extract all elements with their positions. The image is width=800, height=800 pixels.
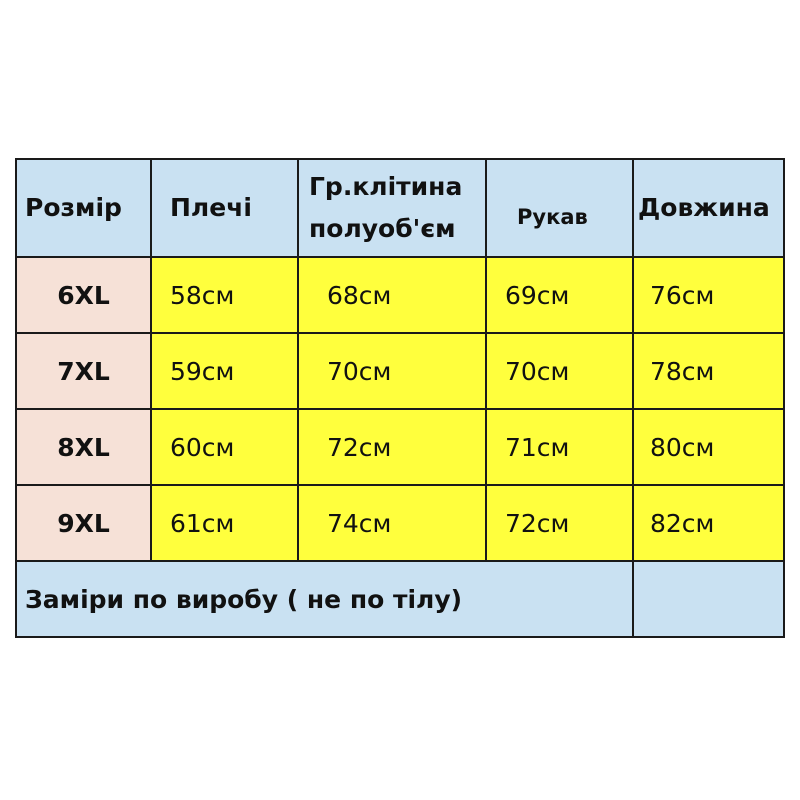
header-chest: Гр.клітина полуоб'єм xyxy=(299,160,487,258)
cell-sleeve: 71см xyxy=(487,410,634,486)
size-label: 7XL xyxy=(17,334,152,410)
size-label: 9XL xyxy=(17,486,152,562)
cell-shoulders: 58см xyxy=(152,258,299,334)
header-size: Розмір xyxy=(17,160,152,258)
cell-chest: 70см xyxy=(299,334,487,410)
cell-chest: 74см xyxy=(299,486,487,562)
cell-length: 78см xyxy=(634,334,783,410)
cell-sleeve: 70см xyxy=(487,334,634,410)
header-shoulders: Плечі xyxy=(152,160,299,258)
header-sleeve: Рукав xyxy=(487,160,634,258)
size-table: Розмір Плечі Гр.клітина полуоб'єм Рукав Довж… xyxy=(15,158,785,638)
cell-length: 82см xyxy=(634,486,783,562)
cell-length: 80см xyxy=(634,410,783,486)
footer-empty-cell xyxy=(634,562,783,636)
cell-sleeve: 69см xyxy=(487,258,634,334)
footer-note: Заміри по виробу ( не по тілу) xyxy=(17,562,634,636)
cell-chest: 68см xyxy=(299,258,487,334)
header-length: Довжина xyxy=(634,160,783,258)
cell-shoulders: 59см xyxy=(152,334,299,410)
cell-length: 76см xyxy=(634,258,783,334)
size-label: 6XL xyxy=(17,258,152,334)
cell-shoulders: 61см xyxy=(152,486,299,562)
cell-shoulders: 60см xyxy=(152,410,299,486)
size-label: 8XL xyxy=(17,410,152,486)
cell-chest: 72см xyxy=(299,410,487,486)
cell-sleeve: 72см xyxy=(487,486,634,562)
